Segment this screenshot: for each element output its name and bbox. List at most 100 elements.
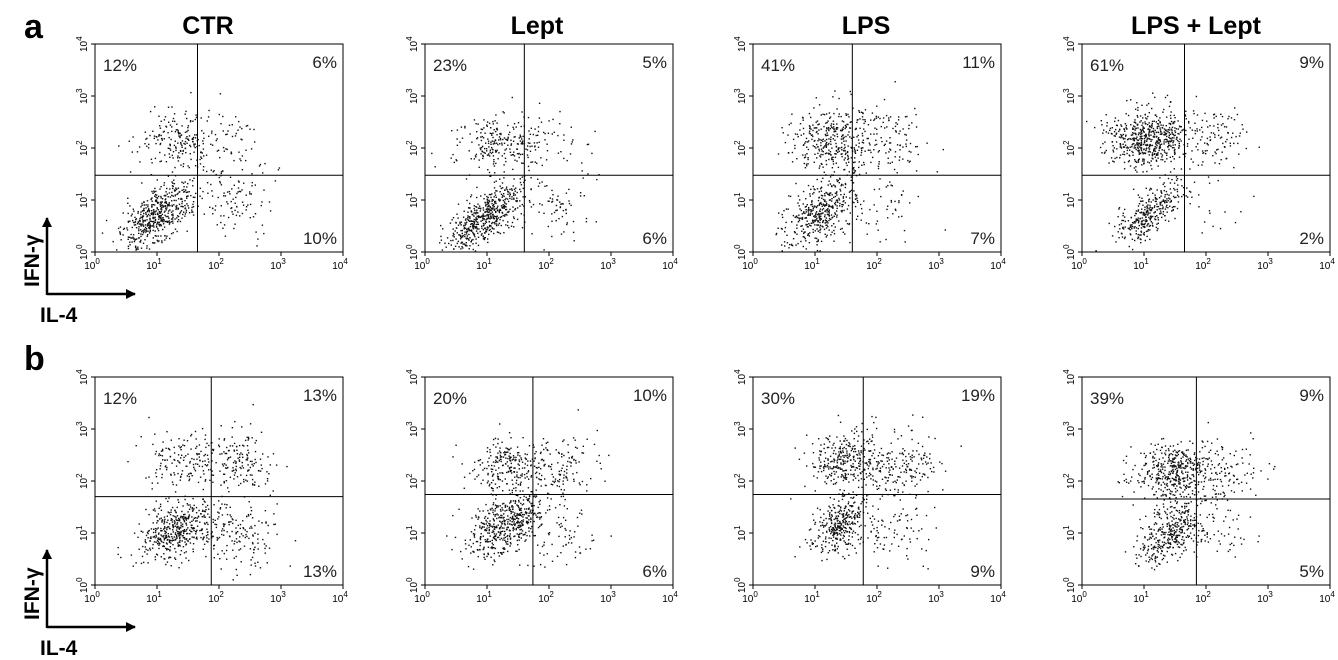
data-point: [839, 147, 841, 149]
y-tick-label: 100: [75, 244, 90, 260]
data-point: [188, 517, 190, 519]
data-point: [170, 138, 172, 141]
data-point: [844, 202, 847, 204]
data-point: [1158, 146, 1161, 148]
data-point: [459, 234, 462, 236]
data-point: [863, 122, 865, 125]
data-point: [190, 530, 192, 533]
data-point: [827, 134, 829, 136]
data-point: [810, 222, 812, 224]
data-point: [241, 127, 243, 130]
data-point: [156, 223, 158, 225]
data-point: [246, 535, 248, 538]
data-point: [843, 209, 845, 212]
data-point: [834, 192, 837, 194]
data-point: [816, 143, 818, 146]
data-point: [831, 206, 834, 208]
data-point: [168, 210, 170, 212]
data-point: [1159, 127, 1161, 129]
data-point: [785, 221, 787, 224]
data-point: [1145, 117, 1147, 119]
data-point: [152, 192, 154, 194]
data-point: [883, 98, 886, 101]
data-point: [1192, 137, 1194, 139]
data-point: [519, 153, 522, 156]
data-point: [1168, 194, 1170, 196]
data-point: [1156, 145, 1158, 147]
data-point: [842, 137, 845, 140]
data-point: [890, 199, 892, 202]
data-point: [120, 556, 122, 559]
data-point: [829, 192, 831, 194]
data-point: [898, 216, 900, 218]
data-point: [786, 242, 789, 244]
data-point: [1160, 124, 1162, 126]
data-point: [161, 209, 163, 211]
data-point: [503, 201, 506, 203]
data-point: [197, 481, 200, 484]
data-point: [160, 534, 162, 536]
data-point: [829, 153, 831, 155]
data-point: [1135, 144, 1137, 146]
data-point: [154, 510, 156, 512]
data-point: [210, 143, 212, 145]
data-point: [158, 547, 160, 550]
data-point: [175, 208, 177, 211]
data-point: [161, 455, 164, 457]
data-point: [178, 438, 180, 440]
data-point: [897, 119, 900, 121]
data-point: [171, 171, 174, 173]
data-point: [226, 148, 228, 151]
data-point: [148, 224, 150, 227]
data-point: [911, 122, 913, 124]
data-point: [165, 220, 167, 223]
data-point: [828, 138, 830, 140]
data-point: [819, 208, 822, 210]
data-point: [1136, 102, 1138, 104]
data-point: [478, 228, 480, 230]
data-point: [1223, 126, 1226, 128]
data-point: [814, 153, 816, 155]
data-point: [498, 222, 501, 225]
data-point: [797, 242, 799, 245]
data-point: [1175, 179, 1178, 182]
data-point: [818, 210, 821, 212]
data-point: [527, 142, 530, 144]
data-point: [822, 219, 825, 222]
data-point: [439, 242, 441, 244]
data-point: [808, 206, 810, 209]
data-point: [465, 218, 467, 220]
data-point: [894, 208, 897, 210]
data-point: [1193, 181, 1196, 183]
data-point: [834, 212, 836, 214]
data-point: [819, 218, 821, 220]
data-point: [823, 125, 825, 128]
data-point: [828, 219, 830, 222]
data-point: [202, 140, 204, 142]
data-point: [818, 212, 820, 215]
data-point: [1142, 212, 1144, 214]
data-point: [467, 238, 470, 240]
data-point: [814, 230, 816, 232]
data-point: [144, 224, 147, 226]
data-point: [487, 238, 489, 240]
data-point: [180, 531, 182, 534]
data-point: [842, 196, 845, 198]
data-point: [185, 538, 188, 540]
data-point: [1137, 237, 1139, 240]
data-point: [833, 229, 835, 232]
data-point: [194, 118, 196, 121]
data-point: [1114, 135, 1117, 137]
data-point: [826, 121, 828, 124]
data-point: [186, 142, 188, 144]
data-point: [464, 219, 467, 221]
data-point: [157, 235, 159, 237]
data-point: [828, 211, 830, 213]
data-point: [176, 526, 179, 528]
data-point: [811, 205, 814, 208]
data-point: [452, 239, 454, 242]
data-point: [276, 533, 278, 536]
data-point: [162, 450, 164, 452]
data-point: [915, 170, 918, 172]
data-point: [825, 152, 828, 154]
